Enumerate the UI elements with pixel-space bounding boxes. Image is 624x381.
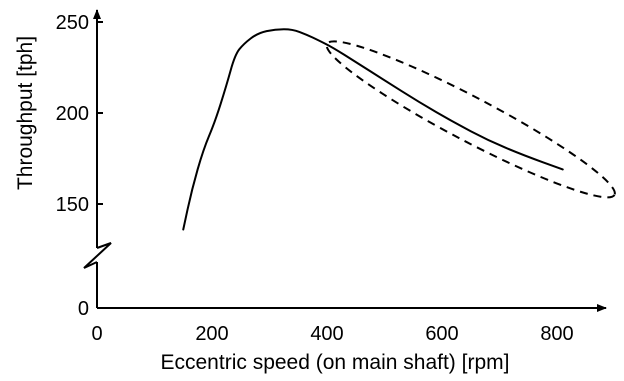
- x-tick-label: 400: [310, 323, 343, 345]
- y-tick-label: 150: [56, 194, 89, 216]
- y-tick-label: 0: [78, 298, 89, 320]
- y-tick-label: 250: [56, 12, 89, 34]
- x-tick-label: 200: [195, 323, 228, 345]
- y-tick-label: 200: [56, 103, 89, 125]
- y-axis-break: [83, 242, 112, 269]
- x-tick-label: 600: [425, 323, 458, 345]
- throughput-curve: [182, 28, 564, 231]
- x-axis-label: Eccentric speed (on main shaft) [rpm]: [161, 351, 510, 374]
- y-axis-label: Throughput [tph]: [14, 36, 37, 190]
- x-tick-label: 800: [540, 323, 573, 345]
- dashed-ellipse-annotation: [325, 40, 616, 199]
- x-tick-label: 0: [91, 323, 102, 345]
